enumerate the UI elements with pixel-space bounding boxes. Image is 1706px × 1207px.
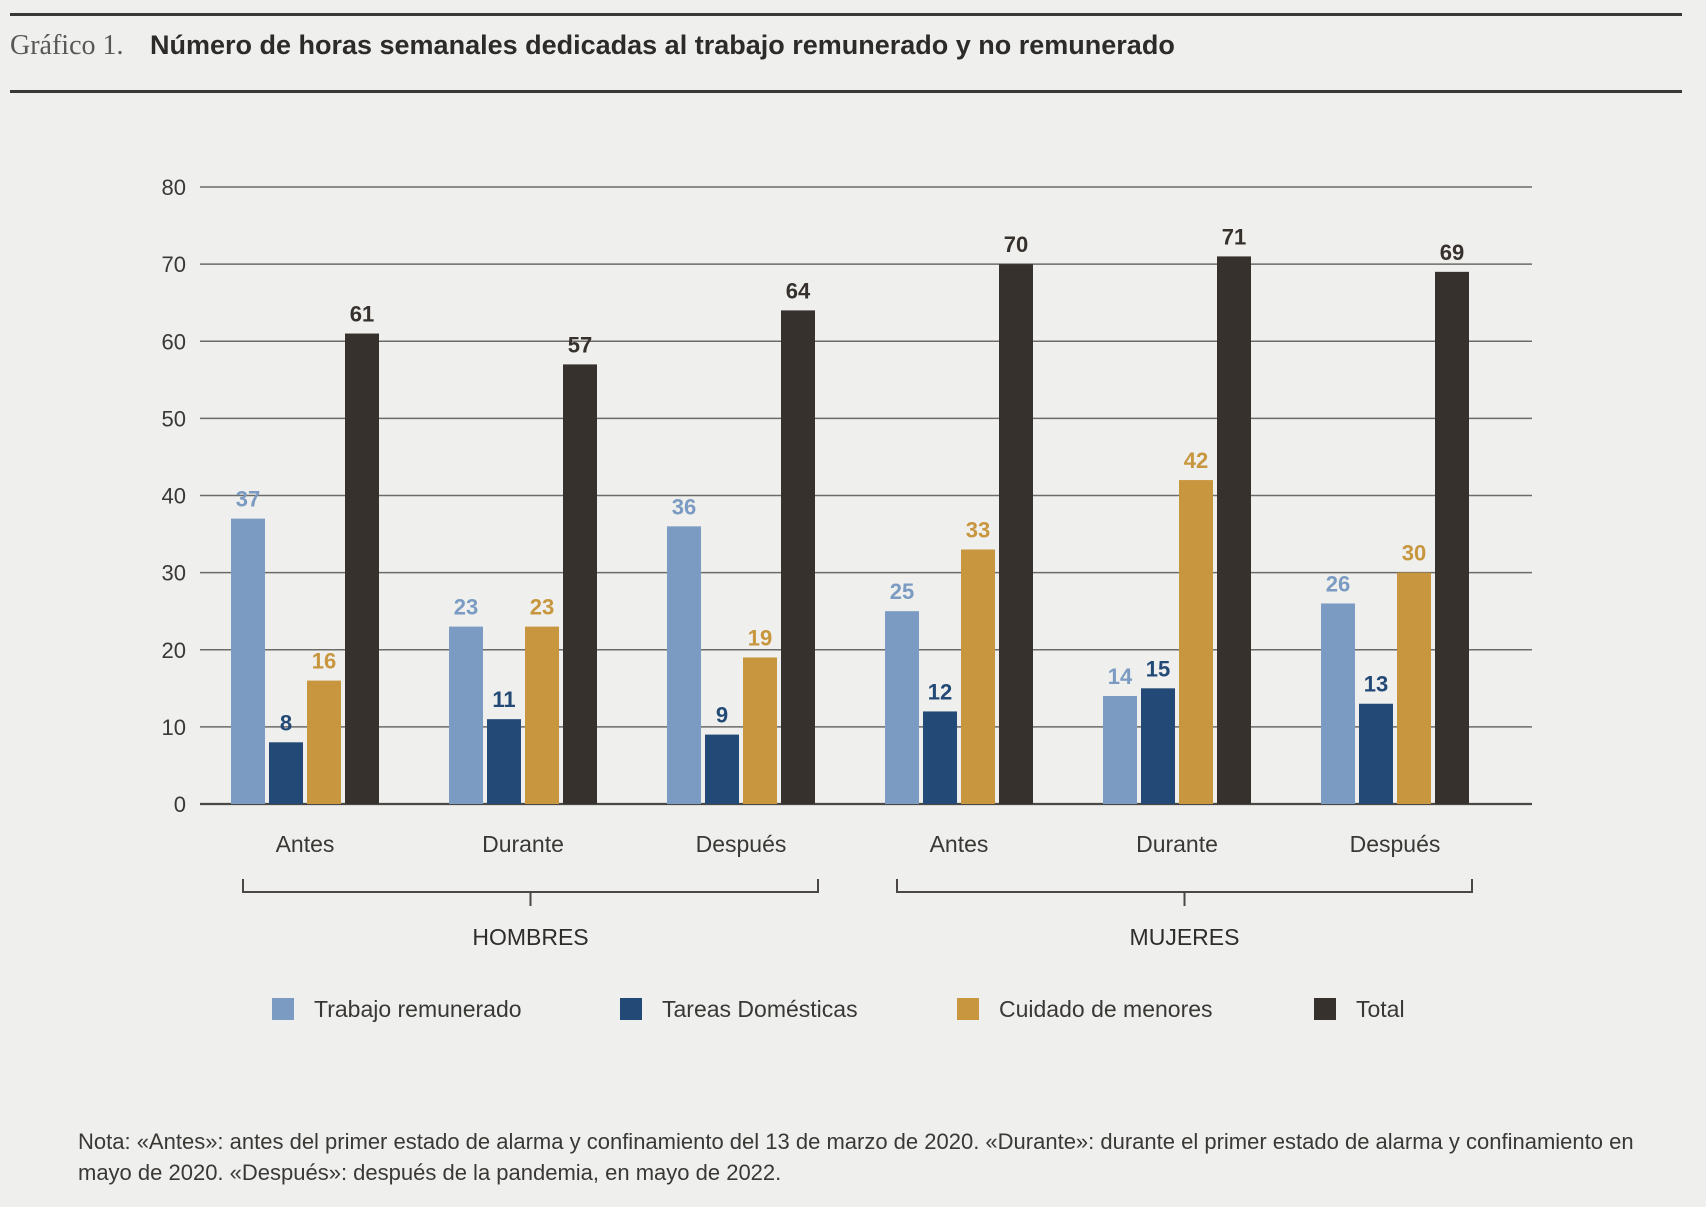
bar-value-label: 37 xyxy=(236,487,260,512)
bar-value-label: 13 xyxy=(1364,672,1388,697)
bar-value-label: 14 xyxy=(1108,664,1133,689)
bar-value-label: 30 xyxy=(1402,541,1426,566)
y-tick-label: 20 xyxy=(162,638,186,663)
value-labels: 37 8 16 61 23 11 23 57 36 9 19 64 25 12 33 70 14 15 42 71 26… xyxy=(236,224,1464,735)
bar-value-label: 9 xyxy=(716,703,728,728)
x-category-label: Antes xyxy=(276,831,335,857)
bar xyxy=(231,518,265,804)
x-category-label: Después xyxy=(696,831,787,857)
bar xyxy=(487,719,521,804)
x-category-label: Durante xyxy=(1136,831,1218,857)
bar xyxy=(345,333,379,804)
x-category-label: Durante xyxy=(482,831,564,857)
bar-value-label: 61 xyxy=(350,302,374,327)
bar-value-label: 25 xyxy=(890,579,914,604)
gridlines xyxy=(200,186,1532,806)
x-category-label: Antes xyxy=(930,831,989,857)
bar xyxy=(923,711,957,804)
bar-value-label: 69 xyxy=(1440,240,1464,265)
group-bracket xyxy=(896,879,1473,893)
bar xyxy=(1179,480,1213,804)
footnote: Nota: «Antes»: antes del primer estado d… xyxy=(78,1129,1634,1185)
figure-label: Gráfico 1. xyxy=(10,30,124,61)
bar xyxy=(449,626,483,804)
legend-label: Trabajo remunerado xyxy=(314,996,522,1022)
y-tick-label: 80 xyxy=(162,175,186,200)
bar xyxy=(885,611,919,804)
bar-value-label: 23 xyxy=(454,595,478,620)
y-tick-label: 50 xyxy=(162,406,186,431)
legend-label: Cuidado de menores xyxy=(999,996,1213,1022)
bar-value-label: 71 xyxy=(1222,224,1246,249)
bar xyxy=(1397,572,1431,804)
bar xyxy=(307,680,341,804)
x-axis: Antes Durante Después Antes Durante Después xyxy=(276,831,1441,857)
legend: Trabajo remunerado Tareas Domésticas Cuida… xyxy=(272,996,1405,1022)
bar xyxy=(999,264,1033,804)
bar-value-label: 16 xyxy=(312,649,336,674)
bar-value-label: 57 xyxy=(568,332,592,357)
legend-swatch xyxy=(1314,998,1336,1020)
y-axis: 0 10 20 30 40 50 60 70 80 xyxy=(162,175,186,817)
bar-value-label: 23 xyxy=(530,595,554,620)
bar-value-label: 33 xyxy=(966,517,990,542)
legend-label: Total xyxy=(1356,996,1405,1022)
legend-swatch xyxy=(957,998,979,1020)
bar xyxy=(1217,256,1251,805)
bar xyxy=(781,310,815,804)
bar xyxy=(705,734,739,804)
bar-value-label: 26 xyxy=(1326,571,1350,596)
bar-value-label: 36 xyxy=(672,494,696,519)
y-tick-label: 40 xyxy=(162,484,186,509)
y-tick-label: 30 xyxy=(162,561,186,586)
bar xyxy=(961,549,995,804)
bar xyxy=(1103,696,1137,804)
bar xyxy=(1435,271,1469,804)
bar-value-label: 70 xyxy=(1004,232,1028,257)
legend-label: Tareas Domésticas xyxy=(662,996,858,1022)
bar xyxy=(269,742,303,804)
y-tick-label: 10 xyxy=(162,715,186,740)
group-bracket xyxy=(242,879,819,893)
group-label: MUJERES xyxy=(1130,924,1240,950)
bar-value-label: 19 xyxy=(748,625,772,650)
bar xyxy=(1359,703,1393,804)
bar-value-label: 12 xyxy=(928,679,952,704)
bar xyxy=(525,626,559,804)
bar-value-label: 11 xyxy=(492,687,515,712)
group-brackets: HOMBRES MUJERES xyxy=(242,879,1473,950)
bar xyxy=(563,364,597,804)
bar-value-label: 42 xyxy=(1184,448,1208,473)
y-tick-label: 0 xyxy=(174,792,186,817)
bar-value-label: 64 xyxy=(786,278,811,303)
legend-swatch xyxy=(272,998,294,1020)
bars xyxy=(231,256,1469,805)
group-label: HOMBRES xyxy=(472,924,588,950)
bar xyxy=(743,657,777,804)
header-rule xyxy=(10,90,1682,93)
bar-value-label: 8 xyxy=(280,710,292,735)
y-tick-label: 70 xyxy=(162,252,186,277)
x-category-label: Después xyxy=(1350,831,1441,857)
bar-value-label: 15 xyxy=(1146,656,1170,681)
bar xyxy=(667,526,701,804)
chart-title: Número de horas semanales dedicadas al t… xyxy=(149,30,1175,60)
chart-header: Gráfico 1. Número de horas semanales ded… xyxy=(10,30,1175,62)
y-tick-label: 60 xyxy=(162,329,186,354)
top-rule xyxy=(10,13,1682,16)
legend-swatch xyxy=(620,998,642,1020)
bar xyxy=(1321,603,1355,804)
bar xyxy=(1141,688,1175,804)
